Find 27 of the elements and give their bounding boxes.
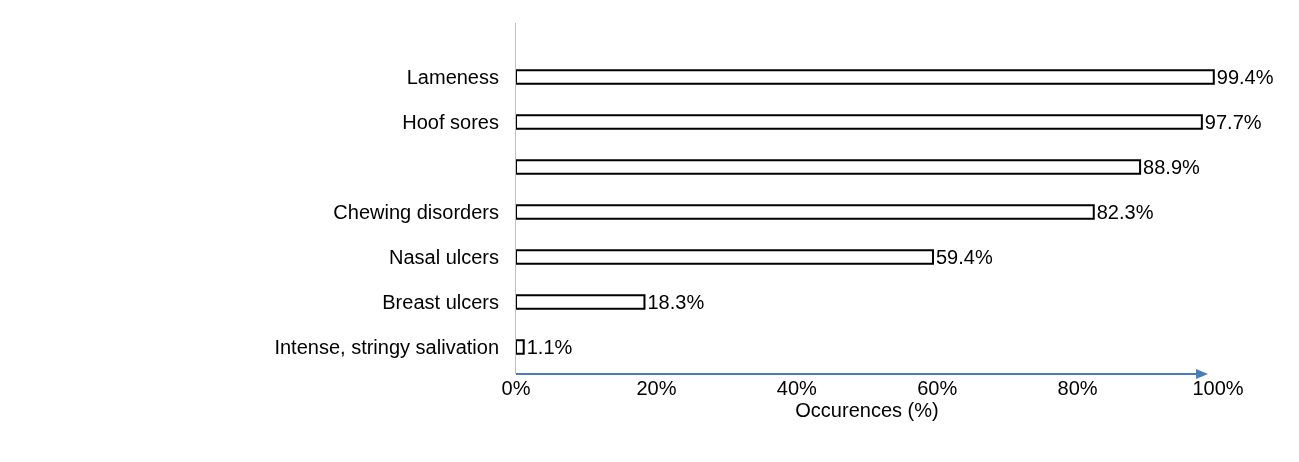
bar — [516, 339, 525, 355]
data-label: 18.3% — [647, 291, 705, 313]
y-tick-label: Lameness — [406, 66, 499, 88]
x-tick-label: 0% — [501, 377, 531, 399]
bar — [516, 294, 646, 310]
data-label: 99.4% — [1216, 66, 1274, 88]
bar — [516, 159, 1142, 175]
bar — [516, 204, 1095, 220]
x-tick-label: 100% — [1192, 377, 1244, 399]
data-label: 82.3% — [1096, 201, 1154, 223]
bar — [516, 249, 934, 265]
y-tick-label: Chewing disorders — [333, 201, 499, 223]
x-tick-label: 80% — [1057, 377, 1098, 399]
y-tick-label: Breast ulcers — [382, 291, 499, 313]
y-tick-label: Intense, stringy salivation — [274, 336, 499, 358]
y-tick-label: Nasal ulcers — [388, 246, 499, 268]
data-label: 88.9% — [1143, 156, 1201, 178]
y-tick-label: Hoof sores — [402, 111, 499, 133]
data-label: 97.7% — [1204, 111, 1262, 133]
x-tick-label: 60% — [917, 377, 958, 399]
x-axis-title: Occurences (%) — [795, 399, 939, 421]
x-tick-label: 20% — [636, 377, 677, 399]
x-tick-label: 40% — [776, 377, 818, 399]
bar — [516, 69, 1215, 85]
data-label: 1.1% — [526, 336, 573, 358]
bar — [516, 114, 1203, 130]
data-label: 59.4% — [935, 246, 993, 268]
